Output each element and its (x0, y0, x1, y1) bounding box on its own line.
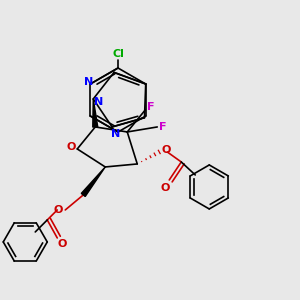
Text: N: N (94, 97, 103, 107)
Text: O: O (162, 145, 171, 155)
Text: Cl: Cl (112, 49, 124, 59)
Text: N: N (84, 77, 93, 87)
Polygon shape (81, 167, 105, 196)
Text: O: O (67, 142, 76, 152)
Text: N: N (111, 129, 121, 139)
Text: F: F (158, 122, 166, 132)
Text: O: O (54, 205, 63, 215)
Polygon shape (93, 99, 98, 127)
Text: F: F (146, 102, 154, 112)
Text: O: O (58, 239, 67, 249)
Text: O: O (160, 183, 170, 193)
